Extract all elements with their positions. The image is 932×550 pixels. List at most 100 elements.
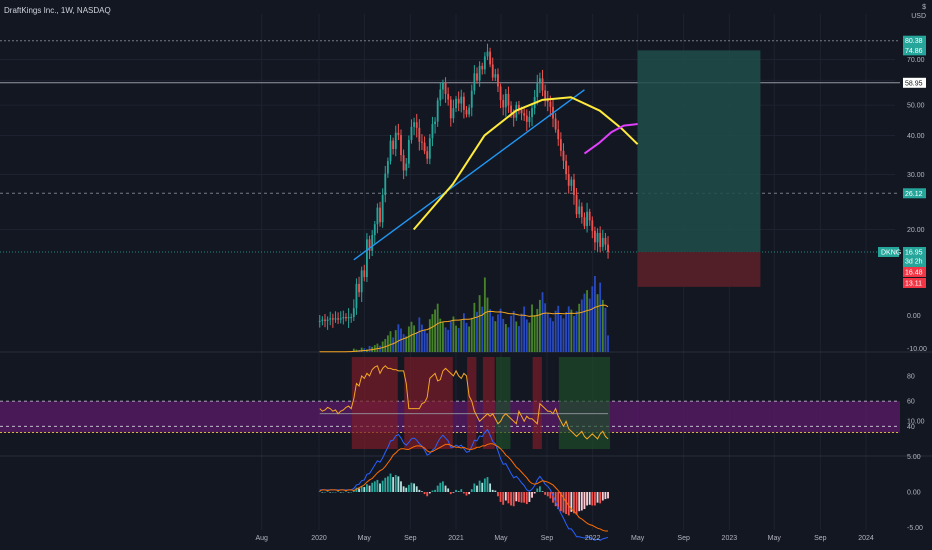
macd-histogram-bar [476,485,478,492]
candle [588,211,591,221]
volume-bar [573,315,575,352]
candle [434,121,436,125]
macd-histogram-bar [413,483,416,492]
candle [326,319,329,321]
volume-bar [415,332,418,352]
candle [476,73,478,81]
currency-selector[interactable]: $ USD [911,3,926,21]
oscillator-tick-label: 60 [907,399,915,406]
volume-bar [452,316,455,352]
macd-histogram-bar [400,481,402,492]
macd-histogram-bar [538,486,541,492]
volume-bar [392,337,395,352]
macd-histogram-bar [410,482,413,492]
macd-histogram-bar [536,488,539,492]
macd-histogram-bar [368,485,371,492]
volume-bar [397,324,400,352]
candle [491,64,494,78]
volume-bar [601,299,604,352]
macd-histogram-bar [418,489,421,492]
candle [407,139,410,164]
macd-histogram-bar [324,492,326,493]
volume-bar [565,312,568,352]
macd-histogram-bar [541,491,544,492]
candle [366,239,368,277]
volume-bar [384,339,387,352]
trendline [353,89,585,261]
macd-histogram-bar [465,492,468,496]
macd-histogram-bar [426,492,429,497]
oscillator-regime [404,357,453,449]
candle [478,65,481,81]
volume-bar [536,308,539,352]
oscillator-regime [482,357,495,449]
candle [436,100,439,122]
candle [460,96,463,104]
candle [431,124,434,139]
macd-histogram-bar [347,492,350,493]
volume-bar [494,321,497,352]
volume-bar [381,341,384,352]
candle [355,283,358,309]
volume-bar [486,297,489,352]
y-tick-label: 70.00 [907,57,925,64]
candle [347,316,350,319]
macd-histogram-bar [483,478,486,492]
macd-histogram-bar [350,492,353,493]
candle [381,194,384,223]
macd-histogram-bar [586,492,588,506]
macd-histogram-bar [428,492,431,494]
volume-bar [523,306,526,352]
volume-bar [436,303,439,352]
volume-bar [389,331,392,352]
candle [465,109,468,115]
volume-bar [465,322,468,352]
volume-bar [559,315,562,352]
candle [536,83,539,97]
macd-histogram-bar [329,492,332,493]
symbol-title[interactable]: DraftKings Inc., 1W, NASDAQ [4,6,111,15]
volume-bar [528,322,531,352]
x-tick-label: 2022 [585,535,601,542]
candle [379,207,381,223]
macd-histogram-bar [549,492,552,499]
volume-bar [386,335,389,352]
candle [523,113,526,116]
volume-bar [426,333,429,352]
volume-bar [520,313,523,352]
candle [562,150,565,161]
volume-bar [567,306,570,352]
volume-bar [596,294,599,352]
target-zone [637,50,761,252]
volume-bar [544,303,547,352]
symbol-badge-label: DKNG [881,249,901,256]
last-price-badge [903,246,926,267]
volume-bar [444,327,447,352]
macd-histogram-bar [520,492,523,503]
volume-bar [583,293,586,352]
candle [329,318,332,320]
macd-histogram-bar [339,492,342,493]
volume-bar [538,299,541,352]
candle [580,206,583,218]
candle [525,115,528,122]
macd-histogram-bar [321,492,324,493]
macd-histogram-bar [334,492,337,493]
volume-bar [552,321,554,352]
candle [481,65,484,70]
oscillator-regime [558,357,611,449]
candle [483,56,486,70]
volume-bar [525,319,528,352]
macd-histogram-bar [494,490,497,492]
volume-bar [483,277,486,352]
macd-histogram-bar [591,492,594,506]
candle [418,127,421,142]
macd-histogram-bar [481,482,484,492]
macd-histogram-bar [373,481,376,492]
macd-histogram-bar [447,488,450,492]
volume-bar [473,302,476,352]
macd-histogram-bar [478,480,481,492]
macd-histogram-bar [599,492,602,504]
macd-histogram-bar [510,492,512,506]
